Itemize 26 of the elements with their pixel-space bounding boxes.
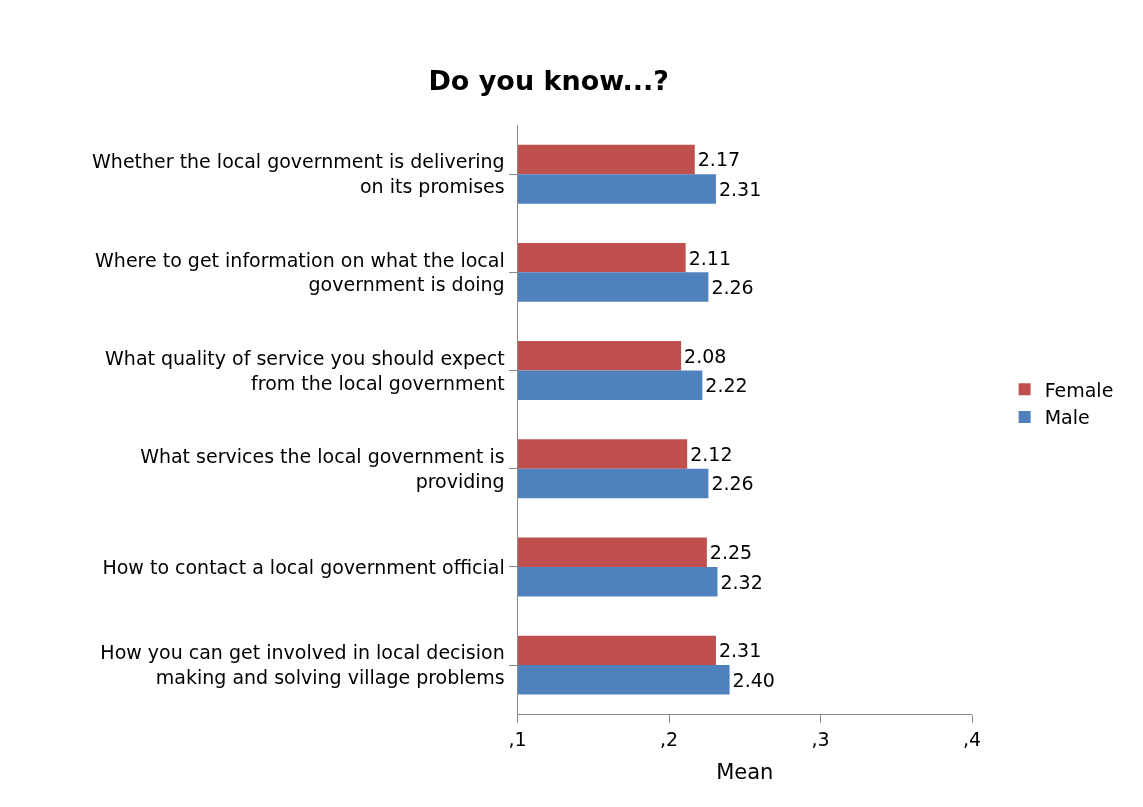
y-tick-label: What services the local government is providing xyxy=(140,445,505,492)
data-label: 2.12 xyxy=(690,443,733,466)
y-tick-label: How to contact a local government official xyxy=(102,555,505,578)
data-label: 2.26 xyxy=(711,472,754,495)
legend-label: Male xyxy=(1044,406,1090,429)
y-tick-label: Whether the local government is delivering on its promises xyxy=(92,150,505,198)
x-axis-title: Mean xyxy=(716,760,774,785)
y-tick-label: How you can get involved in local decision making and solving village problems xyxy=(100,641,505,689)
data-label: 2.17 xyxy=(697,148,741,171)
data-label: 2.11 xyxy=(688,246,731,269)
data-label: 2.22 xyxy=(705,374,748,397)
data-label: 2.31 xyxy=(718,639,762,662)
data-label: 2.31 xyxy=(718,177,762,200)
data-label: 2.08 xyxy=(684,344,727,367)
x-tick-label: ,1 xyxy=(508,727,527,750)
y-tick-label: Where to get information on what the local government is doing xyxy=(95,248,505,296)
x-tick-label: ,3 xyxy=(811,727,830,750)
x-tick-label: ,2 xyxy=(659,727,679,750)
x-tick-label: ,4 xyxy=(962,727,982,750)
data-label: 2.40 xyxy=(732,668,775,691)
chart-title: Do you know...? xyxy=(428,65,669,97)
y-tick-label: What quality of service you should expect from the local government xyxy=(105,346,505,394)
data-label: 2.26 xyxy=(711,276,754,299)
data-label: 2.32 xyxy=(720,570,763,593)
legend-label: Female xyxy=(1044,378,1114,401)
data-label: 2.25 xyxy=(709,541,753,564)
